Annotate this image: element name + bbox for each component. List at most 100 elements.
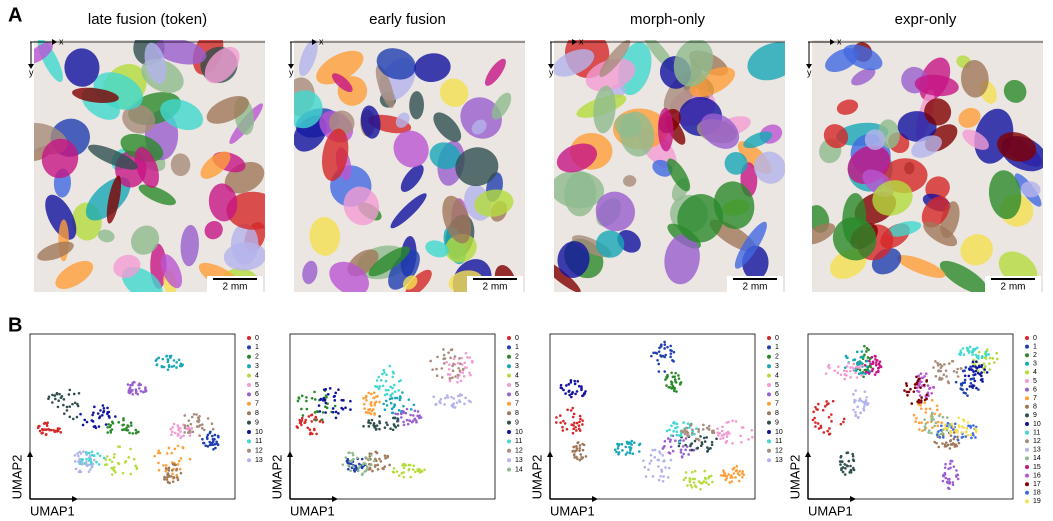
point: [322, 411, 325, 414]
legend-label: 11: [775, 438, 782, 445]
point: [842, 421, 845, 424]
point: [961, 425, 964, 428]
point: [418, 414, 421, 417]
point: [865, 350, 868, 353]
point: [347, 468, 350, 471]
point: [930, 432, 933, 435]
point: [85, 460, 88, 463]
legend-label: 7: [1033, 395, 1037, 402]
point: [678, 445, 681, 448]
point: [377, 468, 380, 471]
point: [903, 389, 906, 392]
y-axis-label: y: [289, 67, 294, 77]
point: [940, 421, 943, 424]
point: [309, 428, 312, 431]
point: [117, 445, 120, 448]
point: [689, 445, 692, 448]
point: [443, 403, 446, 406]
point: [981, 364, 984, 367]
point: [166, 452, 169, 455]
point: [378, 428, 381, 431]
point: [700, 444, 703, 447]
point: [46, 421, 49, 424]
point: [214, 447, 217, 450]
point: [914, 386, 917, 389]
point: [361, 472, 364, 475]
point: [423, 468, 426, 471]
legend-marker: [507, 355, 511, 359]
point: [574, 383, 577, 386]
point: [920, 407, 923, 410]
point: [657, 363, 660, 366]
point: [460, 380, 463, 383]
point: [629, 449, 632, 452]
point: [630, 447, 633, 450]
point: [417, 410, 420, 413]
point: [980, 371, 983, 374]
point: [699, 488, 702, 491]
point: [858, 399, 861, 402]
point: [964, 375, 967, 378]
point: [984, 351, 987, 354]
point: [731, 442, 734, 445]
point: [571, 392, 574, 395]
point: [93, 425, 96, 428]
point: [566, 428, 569, 431]
legend-marker: [1025, 405, 1029, 409]
point: [923, 428, 926, 431]
point: [933, 425, 936, 428]
point: [949, 440, 952, 443]
point: [957, 375, 960, 378]
point: [659, 475, 662, 478]
point: [182, 434, 185, 437]
point: [125, 460, 128, 463]
point: [880, 366, 883, 369]
point: [201, 423, 204, 426]
point: [106, 426, 109, 429]
point: [938, 415, 941, 418]
point: [928, 429, 931, 432]
legend-label: 10: [255, 429, 263, 436]
point: [410, 408, 413, 411]
point: [169, 428, 172, 431]
point: [654, 351, 657, 354]
point: [867, 356, 870, 359]
point: [572, 432, 575, 435]
point: [688, 434, 691, 437]
point: [139, 383, 142, 386]
point: [133, 381, 136, 384]
point: [624, 446, 627, 449]
point: [134, 429, 137, 432]
point: [399, 399, 402, 402]
point: [165, 464, 168, 467]
point: [925, 379, 928, 382]
point: [972, 348, 975, 351]
point: [913, 414, 916, 417]
legend-label: 13: [515, 457, 523, 464]
point: [305, 400, 308, 403]
point: [933, 441, 936, 444]
point: [390, 402, 393, 405]
point: [717, 434, 720, 437]
point: [340, 407, 343, 410]
point: [560, 384, 563, 387]
point: [171, 469, 174, 472]
point: [691, 432, 694, 435]
point: [564, 422, 567, 425]
point: [687, 453, 690, 456]
point: [813, 417, 816, 420]
point: [324, 388, 327, 391]
point: [935, 421, 938, 424]
point: [956, 368, 959, 371]
point: [631, 452, 634, 455]
point: [844, 473, 847, 476]
point: [864, 400, 867, 403]
point: [192, 431, 195, 434]
point: [174, 432, 177, 435]
point: [53, 394, 56, 397]
point: [122, 472, 125, 475]
point: [368, 411, 371, 414]
point: [983, 368, 986, 371]
point: [672, 422, 675, 425]
point: [327, 393, 330, 396]
